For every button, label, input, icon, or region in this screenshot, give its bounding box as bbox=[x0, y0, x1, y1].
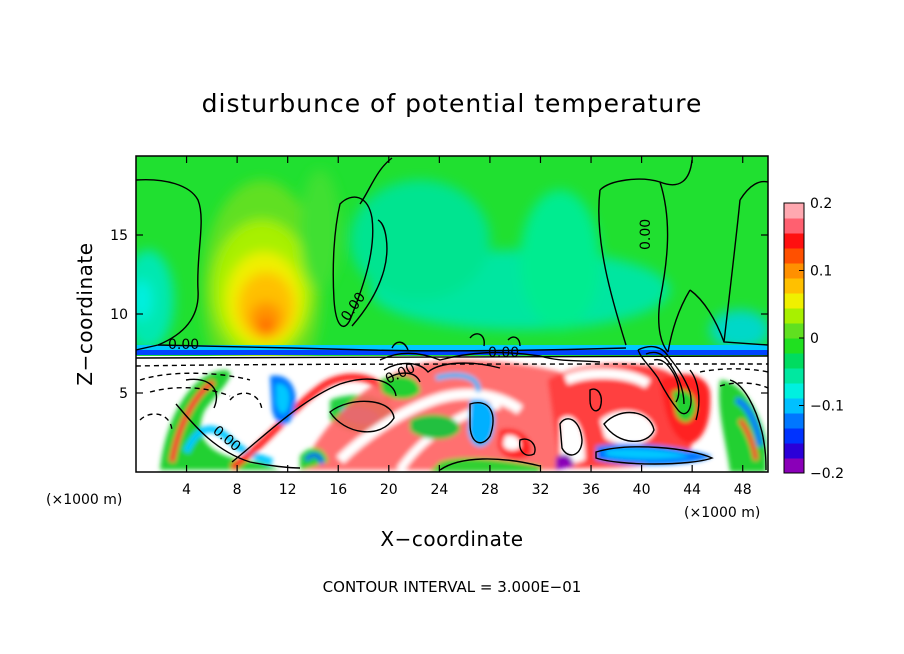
colorbar-swatch bbox=[784, 443, 804, 459]
x-tick-label: 40 bbox=[633, 482, 651, 498]
colorbar bbox=[784, 203, 804, 474]
colorbar-swatch bbox=[784, 293, 804, 309]
x-tick-label: 28 bbox=[481, 482, 499, 498]
x-tick-label: 32 bbox=[532, 482, 550, 498]
colorbar-swatch bbox=[784, 353, 804, 369]
y-tick-label: 15 bbox=[110, 228, 128, 244]
colorbar-swatch bbox=[784, 248, 804, 264]
x-tick-label: 36 bbox=[582, 482, 600, 498]
x-tick-label: 16 bbox=[329, 482, 347, 498]
colorbar-swatch bbox=[784, 323, 804, 339]
y-tick-label: 5 bbox=[119, 386, 128, 402]
colorbar-swatch bbox=[784, 218, 804, 234]
y-axis-ticks: 5 10 15 bbox=[110, 228, 768, 402]
colorbar-swatch bbox=[784, 398, 804, 414]
colorbar-swatch bbox=[784, 413, 804, 429]
colorbar-swatch bbox=[784, 428, 804, 444]
contour-label: 0.00 bbox=[168, 337, 199, 353]
contour-lines bbox=[136, 157, 768, 471]
interface-band-dark bbox=[136, 350, 768, 355]
lower-layer-eddies bbox=[160, 360, 766, 472]
colorbar-swatch bbox=[784, 308, 804, 324]
colorbar-tick-label: 0 bbox=[810, 331, 819, 347]
x-axis-label: X−coordinate bbox=[380, 527, 523, 551]
x-axis-ticks: 4 8 12 16 20 24 28 32 36 40 44 48 bbox=[182, 156, 752, 498]
colorbar-tick-label: −0.2 bbox=[810, 466, 844, 482]
x-unit-label: (×1000 m) bbox=[46, 492, 122, 508]
y-tick-label: 10 bbox=[110, 307, 128, 323]
colorbar-swatch bbox=[784, 278, 804, 294]
colorbar-swatch bbox=[784, 203, 804, 219]
y-axis-label: Z−coordinate bbox=[73, 242, 97, 385]
colorbar-swatch bbox=[784, 458, 804, 474]
x-tick-label: 48 bbox=[734, 482, 752, 498]
x-tick-label: 4 bbox=[182, 482, 191, 498]
x-tick-label: 8 bbox=[233, 482, 242, 498]
colorbar-swatch bbox=[784, 233, 804, 249]
colorbar-ticks: 0.2 0.1 0 −0.1 −0.2 bbox=[799, 196, 844, 482]
colorbar-tick-label: 0.2 bbox=[810, 196, 832, 212]
colorbar-swatch bbox=[784, 338, 804, 354]
contour-label: 0.00 bbox=[488, 345, 519, 361]
x-tick-label: 24 bbox=[430, 482, 448, 498]
colorbar-tick-label: −0.1 bbox=[810, 399, 844, 415]
chart-title: disturbunce of potential temperature bbox=[202, 89, 703, 118]
x-tick-label: 44 bbox=[683, 482, 701, 498]
colorbar-tick-label: 0.1 bbox=[810, 264, 832, 280]
z-unit-label: (×1000 m) bbox=[684, 505, 760, 521]
contour-interval-note: CONTOUR INTERVAL = 3.000E−01 bbox=[323, 578, 582, 596]
interface-band bbox=[136, 345, 768, 354]
x-tick-label: 12 bbox=[279, 482, 297, 498]
contour-label: 0.00 bbox=[638, 219, 654, 250]
x-tick-label: 20 bbox=[380, 482, 398, 498]
colorbar-swatch bbox=[784, 263, 804, 279]
colorbar-swatch bbox=[784, 383, 804, 399]
colorbar-swatch bbox=[784, 368, 804, 384]
